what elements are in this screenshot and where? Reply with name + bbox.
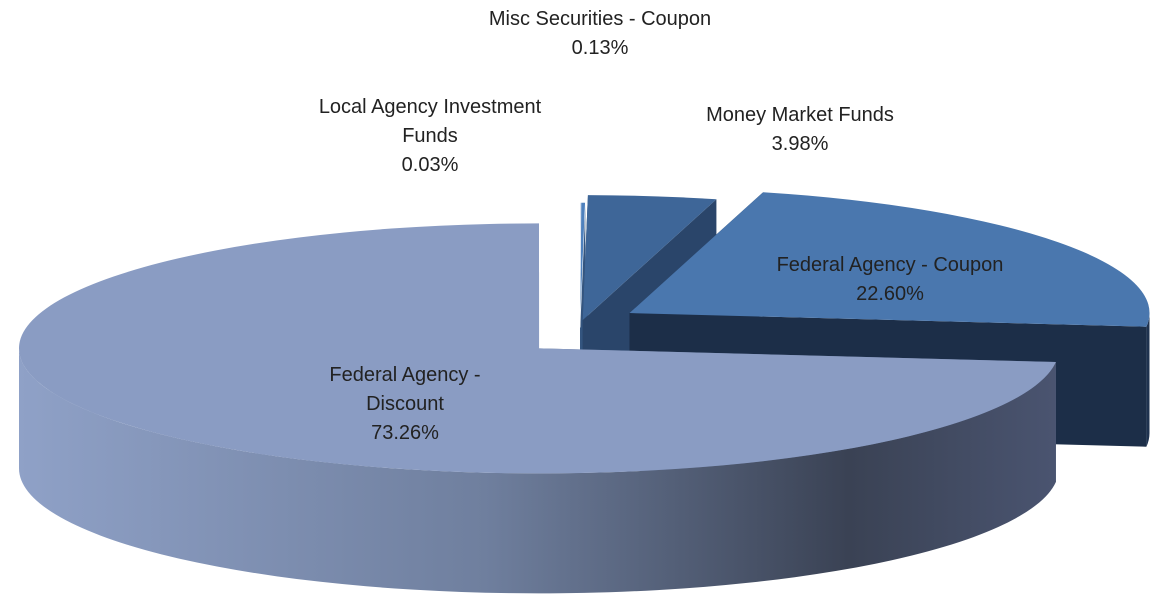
slice-wall: [1146, 313, 1150, 447]
slice-label: Money Market Funds 3.98%: [650, 101, 950, 159]
slice-label: Local Agency Investment Funds 0.03%: [295, 93, 565, 180]
pie-slice: [579, 202, 586, 328]
slice-label: Federal Agency - Coupon 22.60%: [740, 251, 1040, 309]
category-label: Local Agency Investment Funds: [318, 96, 542, 147]
value-label: 22.60%: [856, 283, 924, 305]
category-label: Federal Agency - Discount: [329, 364, 481, 415]
value-label: 73.26%: [371, 422, 439, 444]
slice-label: Misc Securities - Coupon 0.13%: [440, 5, 760, 63]
value-label: 0.13%: [571, 37, 629, 59]
category-label: Misc Securities - Coupon: [488, 8, 712, 30]
category-label: Federal Agency - Coupon: [776, 254, 1004, 276]
pie-slice: [582, 195, 717, 321]
slice-label: Federal Agency - Discount 73.26%: [310, 361, 500, 448]
category-label: Money Market Funds: [706, 104, 894, 126]
value-label: 0.03%: [401, 154, 459, 176]
pie-slice: [18, 223, 1056, 474]
pie-slice: [629, 192, 1150, 327]
slice-wall: [19, 348, 1056, 594]
value-label: 3.98%: [771, 133, 829, 155]
